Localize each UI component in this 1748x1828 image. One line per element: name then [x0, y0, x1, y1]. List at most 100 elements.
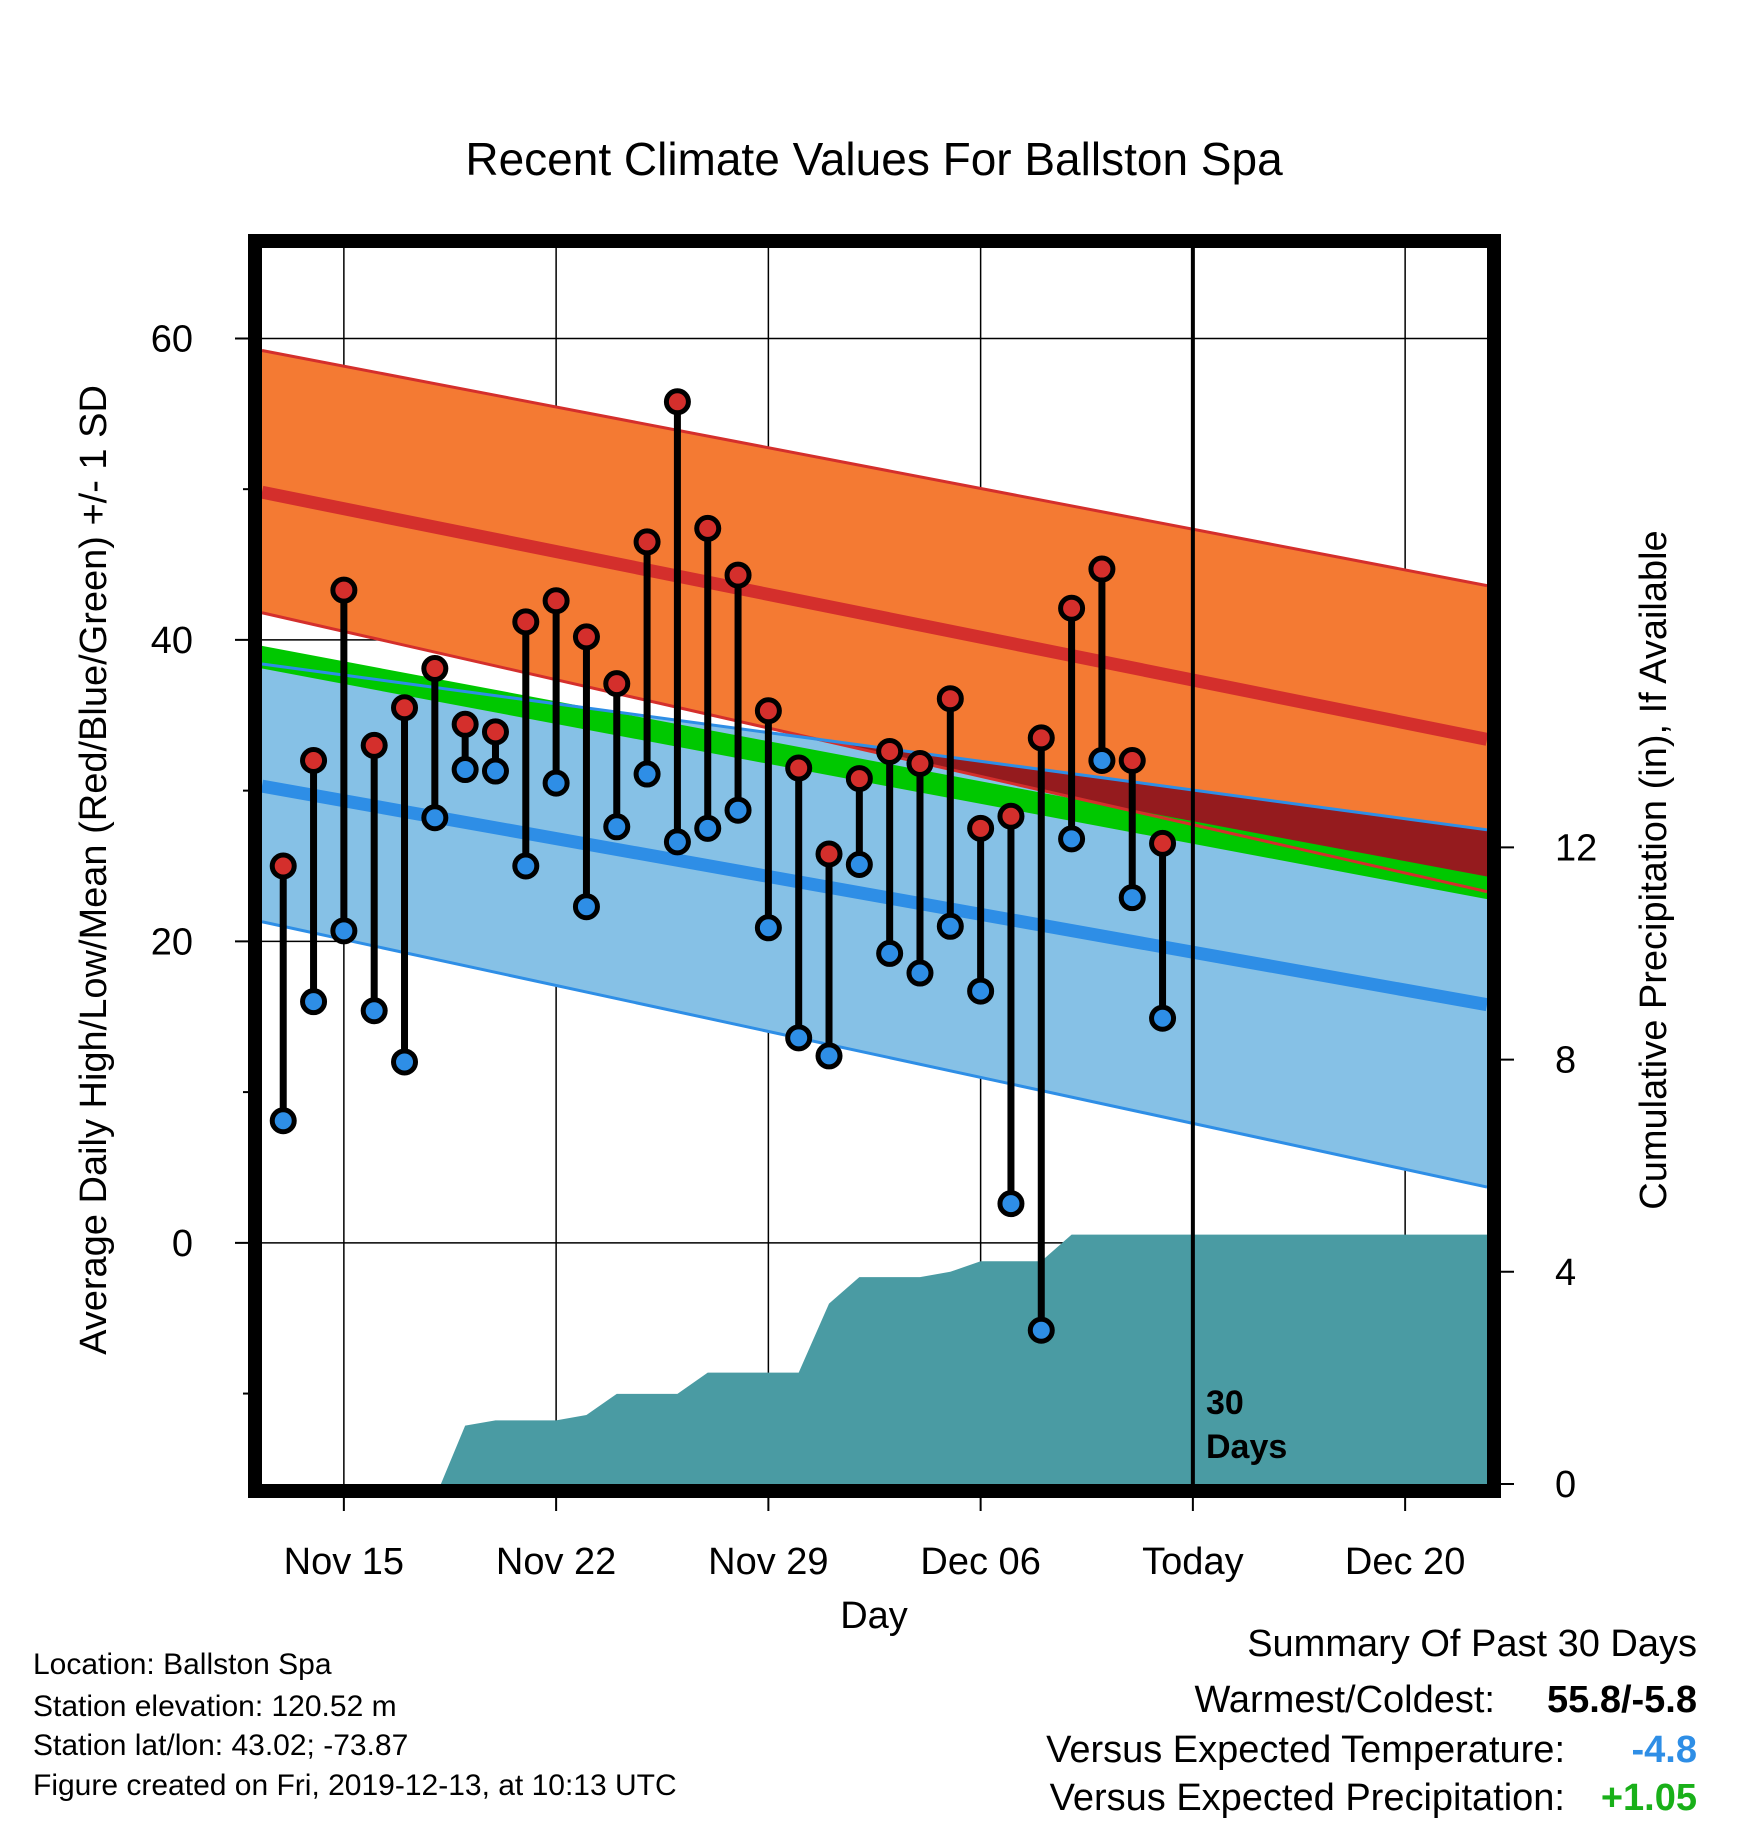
points-layer	[269, 388, 1177, 1344]
high-point	[481, 718, 509, 746]
high-point	[997, 802, 1025, 830]
summary-precip-label: Versus Expected Precipitation:	[1050, 1777, 1565, 1819]
today-label-unit: Days	[1206, 1428, 1287, 1466]
high-point	[815, 840, 843, 868]
high-mean-line	[260, 485, 1489, 746]
high-point	[269, 852, 297, 880]
x-tick-label: Dec 06	[920, 1541, 1040, 1583]
low-point	[967, 977, 995, 1005]
info-latlon: Station lat/lon: 43.02; -73.87	[33, 1729, 408, 1762]
low-point	[1118, 884, 1146, 912]
low-point	[997, 1190, 1025, 1218]
y-tick-label: 60	[151, 318, 193, 360]
high-point	[360, 731, 388, 759]
high-upper-line	[261, 349, 1488, 588]
low-point	[572, 893, 600, 921]
high-point	[603, 670, 631, 698]
low-point	[663, 828, 691, 856]
low-mean-line	[260, 779, 1489, 1012]
low-point	[1149, 1004, 1177, 1032]
low-point	[330, 917, 358, 945]
info-location: Location: Ballston Spa	[33, 1648, 332, 1681]
summary-heading: Summary Of Past 30 Days	[1247, 1623, 1697, 1665]
y-tick-label: 0	[172, 1223, 193, 1265]
y2-tick-label: 12	[1555, 827, 1597, 869]
high-point	[724, 561, 752, 589]
low-point	[1027, 1316, 1055, 1344]
low-upper-line	[261, 662, 1488, 832]
summary-warmest-value: 55.8/-5.8	[1547, 1679, 1697, 1721]
high-point	[512, 608, 540, 636]
summary-precip-value: +1.05	[1601, 1777, 1697, 1819]
stems-layer	[279, 401, 1167, 1331]
high-point	[967, 814, 995, 842]
low-point	[815, 1042, 843, 1070]
low-point	[451, 756, 479, 784]
low-point	[1088, 746, 1116, 774]
high-point	[785, 754, 813, 782]
x-tick-label: Nov 15	[284, 1541, 404, 1583]
y-axis-title: Average Daily High/Low/Mean (Red/Blue/Gr…	[73, 385, 115, 1355]
low-point	[936, 912, 964, 940]
low-point	[269, 1107, 297, 1135]
x-tick-label: Today	[1142, 1541, 1243, 1583]
high-point	[663, 388, 691, 416]
frame-layer	[248, 234, 1501, 1498]
high-point	[906, 750, 934, 778]
low-point	[300, 988, 328, 1016]
high-point	[391, 694, 419, 722]
high-point	[572, 623, 600, 651]
high-point	[421, 655, 449, 683]
high-point	[1149, 829, 1177, 857]
high-point	[330, 576, 358, 604]
info-created: Figure created on Fri, 2019-12-13, at 10…	[33, 1769, 677, 1802]
summary-temp-label: Versus Expected Temperature:	[1046, 1729, 1565, 1771]
y2-axis-title: Cumulative Precipitation (in), If Availa…	[1633, 530, 1675, 1209]
info-elevation: Station elevation: 120.52 m	[33, 1690, 397, 1723]
high-point	[633, 528, 661, 556]
high-point	[1088, 555, 1116, 583]
precipitation-area	[440, 1234, 1487, 1484]
low-point	[724, 796, 752, 824]
x-tick-label: Nov 29	[708, 1541, 828, 1583]
low-point	[1058, 825, 1086, 853]
low-lower-line	[261, 920, 1488, 1189]
low-point	[391, 1048, 419, 1076]
x-tick-label: Nov 22	[496, 1541, 616, 1583]
plot-frame	[248, 234, 1501, 1498]
high-point	[1058, 594, 1086, 622]
high-point	[300, 746, 328, 774]
low-point	[603, 813, 631, 841]
low-point	[694, 814, 722, 842]
high-point	[694, 514, 722, 542]
low-point	[481, 757, 509, 785]
y2-tick-label: 4	[1555, 1252, 1576, 1294]
low-point	[633, 760, 661, 788]
low-point	[876, 939, 904, 967]
y2-tick-label: 0	[1555, 1464, 1576, 1506]
low-point	[360, 997, 388, 1025]
high-point	[451, 710, 479, 738]
low-point	[754, 914, 782, 942]
high-lower-line	[261, 611, 1488, 894]
low-point	[542, 769, 570, 797]
y-tick-label: 20	[151, 921, 193, 963]
high-point	[1118, 746, 1146, 774]
high-point	[754, 697, 782, 725]
normal-bands-layer	[260, 349, 1489, 1189]
x-tick-label: Dec 20	[1345, 1541, 1465, 1583]
high-point	[1027, 724, 1055, 752]
x-axis-title: Day	[840, 1595, 908, 1637]
today-label-count: 30	[1206, 1384, 1244, 1422]
y-tick-label: 40	[151, 620, 193, 662]
low-point	[845, 850, 873, 878]
precipitation-layer	[440, 1234, 1487, 1484]
chart-title: Recent Climate Values For Ballston Spa	[465, 133, 1283, 185]
summary-warmest-label: Warmest/Coldest:	[1194, 1679, 1495, 1721]
low-point	[512, 852, 540, 880]
summary-temp-value: -4.8	[1632, 1729, 1697, 1771]
low-point	[906, 959, 934, 987]
high-point	[542, 587, 570, 615]
